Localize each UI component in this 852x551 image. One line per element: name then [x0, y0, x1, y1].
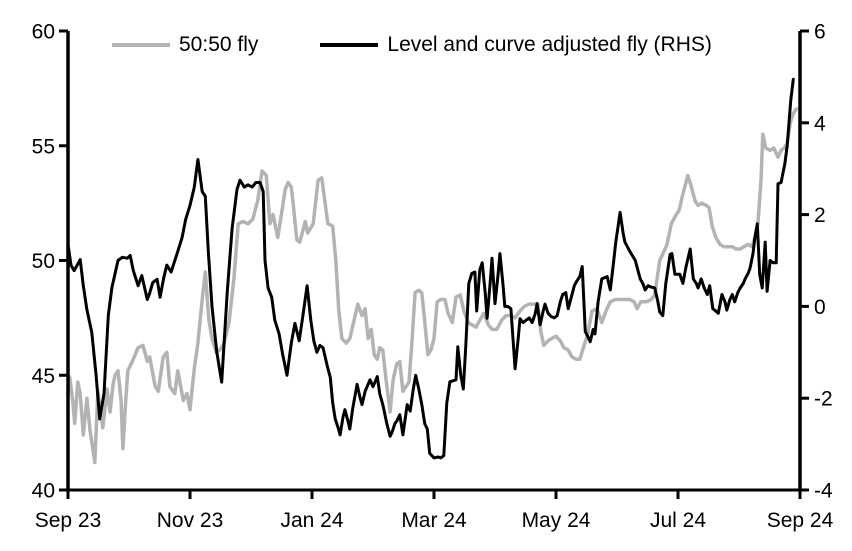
x-axis-tick-label-Nov 23: Nov 23: [157, 509, 224, 532]
legend-label-5050-fly: 50:50 fly: [179, 33, 259, 56]
legend: 50:50 fly Level and curve adjusted fly (…: [112, 33, 712, 57]
legend-label-level-curve-fly: Level and curve adjusted fly (RHS): [387, 33, 712, 56]
right-axis-tick-label-6: 6: [814, 21, 826, 44]
series-line-5050-fly: [66, 107, 799, 465]
legend-swatch-5050-fly: [112, 43, 170, 47]
right-axis-tick-label-0: 0: [814, 296, 826, 319]
legend-item-level-curve-fly: Level and curve adjusted fly (RHS): [320, 33, 712, 57]
right-axis-tick-label-4: 4: [814, 112, 826, 135]
left-axis-tick-label-55: 55: [32, 135, 55, 158]
x-axis-tick-label-May 24: May 24: [522, 509, 591, 532]
x-axis-tick-label-Sep 24: Sep 24: [767, 509, 834, 532]
x-axis-tick-label-Sep 23: Sep 23: [35, 509, 102, 532]
legend-item-5050-fly: 50:50 fly: [112, 33, 258, 57]
series-line-level-curve-fly: [66, 77, 795, 460]
left-axis-tick-label-45: 45: [32, 365, 55, 388]
right-axis-tick-label--4: -4: [814, 480, 833, 503]
left-axis-tick-label-60: 60: [32, 21, 55, 44]
x-axis-tick-label-Jan 24: Jan 24: [280, 509, 343, 532]
left-axis-tick-label-50: 50: [32, 250, 55, 273]
right-axis-tick-label-2: 2: [814, 204, 826, 227]
right-axis-tick-label--2: -2: [814, 388, 833, 411]
x-axis-tick-label-Mar 24: Mar 24: [401, 509, 467, 532]
legend-swatch-level-curve-fly: [320, 43, 379, 47]
left-axis-tick-label-40: 40: [32, 480, 55, 503]
x-axis-tick-label-Jul 24: Jul 24: [650, 509, 706, 532]
